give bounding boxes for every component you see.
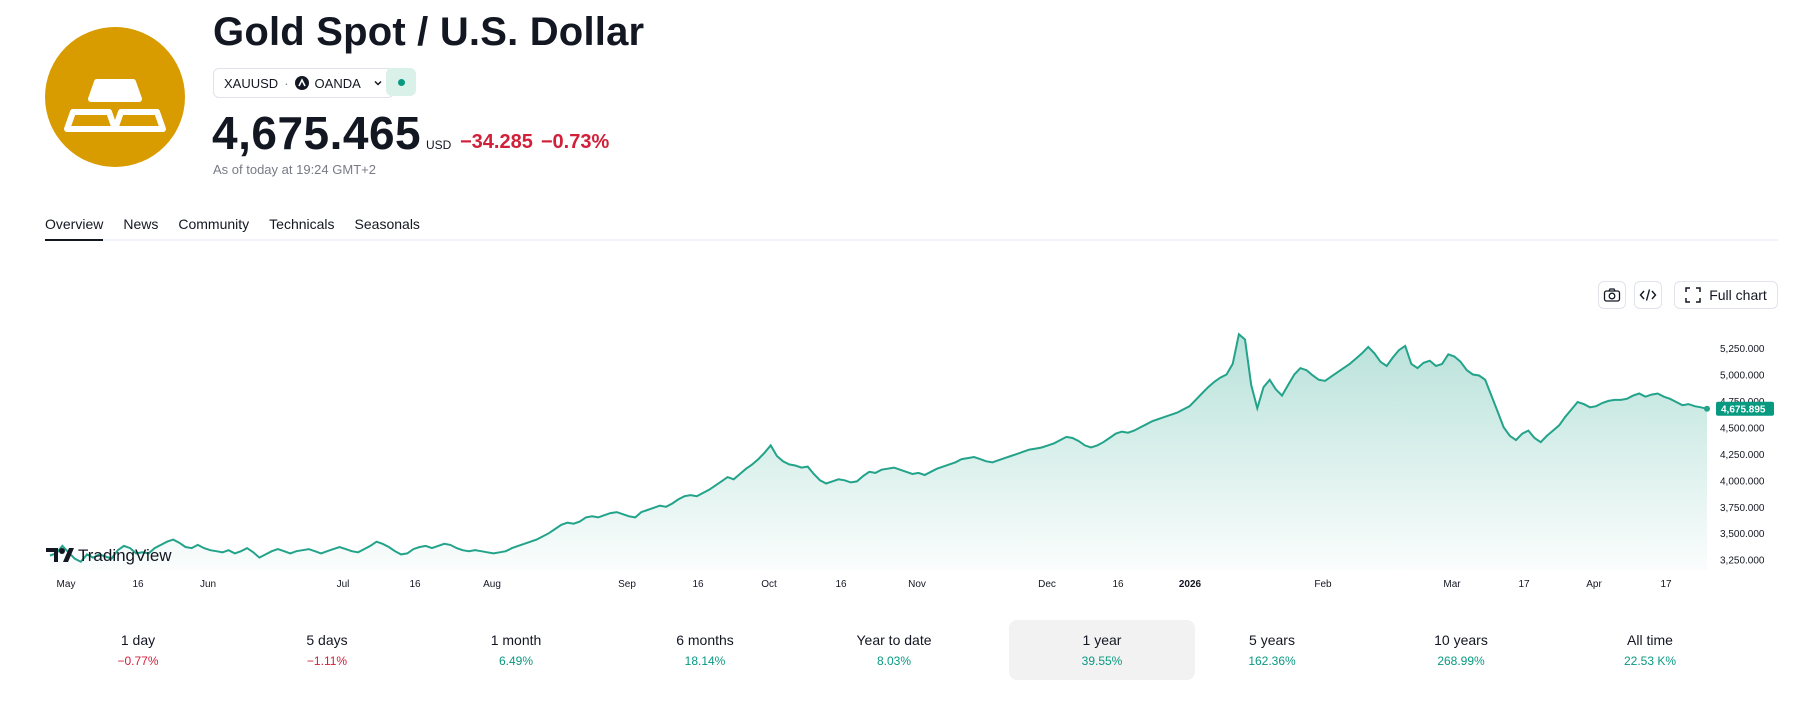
- last-price-tag: 4,675.895: [1716, 401, 1774, 416]
- tradingview-wordmark: TradingView: [78, 546, 172, 565]
- period-change: 18.14%: [684, 654, 726, 668]
- y-tick-label: 4,500.000: [1720, 423, 1765, 434]
- y-tick-label: 4,000.000: [1720, 476, 1765, 487]
- chart-price-line: [49, 332, 1708, 564]
- tab-news[interactable]: News: [123, 216, 159, 232]
- fullscreen-icon: [1685, 287, 1701, 303]
- symbol-ticker: XAUUSD: [224, 75, 279, 91]
- tab-overview[interactable]: Overview: [45, 212, 104, 241]
- x-tick-label: Aug: [483, 579, 501, 590]
- tradingview-watermark: TradingView: [46, 546, 172, 565]
- period-label: 6 months: [676, 632, 734, 648]
- x-tick-label: 16: [835, 579, 847, 590]
- price-change-percent: −0.73%: [540, 131, 610, 153]
- period-change: 22.53 K%: [1623, 654, 1677, 668]
- period-1-day[interactable]: 1 day −0.77%: [45, 620, 231, 680]
- price-change: −34.285 −0.73%: [460, 131, 609, 154]
- y-tick-label: 5,000.000: [1720, 371, 1765, 382]
- x-tick-label: Oct: [761, 579, 777, 590]
- period-10-years[interactable]: 10 years 268.99%: [1368, 620, 1554, 680]
- market-open-dot-icon: [397, 78, 405, 86]
- x-tick-label: 17: [1518, 579, 1530, 590]
- tradingview-logo-icon: [46, 548, 74, 562]
- x-tick-label: Sep: [618, 579, 636, 590]
- x-tick-label: 16: [1112, 579, 1124, 590]
- period-label: 1 year: [1082, 632, 1122, 648]
- gold-bars-icon: [64, 79, 166, 132]
- y-tick-label: 5,250.000: [1720, 344, 1765, 355]
- period-1-year[interactable]: 1 year 39.55%: [1009, 620, 1195, 680]
- period-label: 1 day: [120, 632, 156, 648]
- period-label: 10 years: [1434, 632, 1488, 648]
- x-tick-label: 16: [409, 579, 421, 590]
- period-change: 8.03%: [876, 654, 912, 668]
- x-tick-label: 17: [1660, 579, 1672, 590]
- full-chart-button[interactable]: Full chart: [1674, 281, 1778, 309]
- last-price-label: 4,675.895: [1721, 404, 1766, 415]
- period-6-months[interactable]: 6 months 18.14%: [612, 620, 798, 680]
- y-tick-label: 3,250.000: [1720, 556, 1765, 567]
- period-label: Year to date: [856, 632, 932, 648]
- price-chart[interactable]: 5,250.0005,000.0004,750.0004,500.0004,25…: [0, 310, 1796, 600]
- x-tick-label: Mar: [1443, 579, 1461, 590]
- price-change-absolute: −34.285: [460, 131, 533, 153]
- last-price-dot: [1704, 405, 1710, 412]
- period-label: 5 years: [1249, 632, 1295, 648]
- period-year-to-date[interactable]: Year to date 8.03%: [801, 620, 987, 680]
- x-axis: May 16 Jun Jul 16 Aug Sep 16 Oct 16 Nov Dec 16 2026 Fe…: [57, 579, 1672, 590]
- period-change: 39.55%: [1081, 654, 1123, 668]
- period-5-days[interactable]: 5 days −1.11%: [234, 620, 420, 680]
- tab-seasonals[interactable]: Seasonals: [354, 216, 420, 232]
- y-axis: 5,250.0005,000.0004,750.0004,500.0004,25…: [1720, 344, 1765, 567]
- x-tick-label: Jun: [200, 579, 216, 590]
- x-tick-label: Dec: [1038, 579, 1056, 590]
- period-label: 1 month: [490, 632, 542, 648]
- period-1-month[interactable]: 1 month 6.49%: [423, 620, 609, 680]
- chevron-down-icon: [373, 76, 383, 91]
- symbol-tabs: Overview News Community Technicals Seaso…: [45, 212, 1778, 241]
- period-change: −1.11%: [306, 654, 348, 668]
- x-tick-label: Apr: [1586, 579, 1602, 590]
- x-tick-label: 16: [132, 579, 144, 590]
- period-change: −0.77%: [117, 654, 159, 668]
- chart-area-fill: [50, 334, 1707, 570]
- code-icon: [1639, 289, 1657, 301]
- price-currency: USD: [426, 138, 452, 152]
- y-tick-label: 4,250.000: [1720, 450, 1765, 461]
- x-tick-label: 16: [692, 579, 704, 590]
- tab-technicals[interactable]: Technicals: [269, 216, 335, 232]
- x-tick-label: Feb: [1314, 579, 1332, 590]
- tab-community[interactable]: Community: [178, 216, 250, 232]
- full-chart-label: Full chart: [1709, 287, 1767, 303]
- period-change: 162.36%: [1248, 654, 1296, 668]
- oanda-logo-icon: [294, 76, 309, 90]
- snapshot-button[interactable]: [1598, 281, 1626, 309]
- page-title: Gold Spot / U.S. Dollar: [213, 10, 645, 54]
- x-tick-label: 2026: [1179, 579, 1202, 590]
- period-change: 6.49%: [498, 654, 534, 668]
- y-tick-label: 3,500.000: [1720, 529, 1765, 540]
- price-timestamp: As of today at 19:24 GMT+2: [213, 162, 376, 177]
- x-tick-label: Jul: [337, 579, 350, 590]
- x-tick-label: Nov: [908, 579, 926, 590]
- exchange-name: OANDA: [314, 75, 361, 91]
- period-5-years[interactable]: 5 years 162.36%: [1179, 620, 1365, 680]
- camera-icon: [1603, 288, 1621, 302]
- period-change: 268.99%: [1437, 654, 1485, 668]
- period-label: 5 days: [306, 632, 348, 648]
- gold-logo: [45, 27, 185, 167]
- symbol-selector[interactable]: XAUUSD · OANDA: [213, 68, 394, 98]
- performance-periods: 1 day −0.77% 5 days −1.11% 1 month 6.49%…: [45, 620, 1785, 680]
- period-label: All time: [1627, 632, 1673, 648]
- last-price: 4,675.465: [212, 107, 422, 159]
- x-tick-label: May: [57, 579, 76, 590]
- period-all-time[interactable]: All time 22.53 K%: [1557, 620, 1743, 680]
- embed-button[interactable]: [1634, 281, 1662, 309]
- symbol-separator: ·: [284, 75, 289, 91]
- y-tick-label: 3,750.000: [1720, 503, 1765, 514]
- market-status-badge[interactable]: [386, 68, 416, 96]
